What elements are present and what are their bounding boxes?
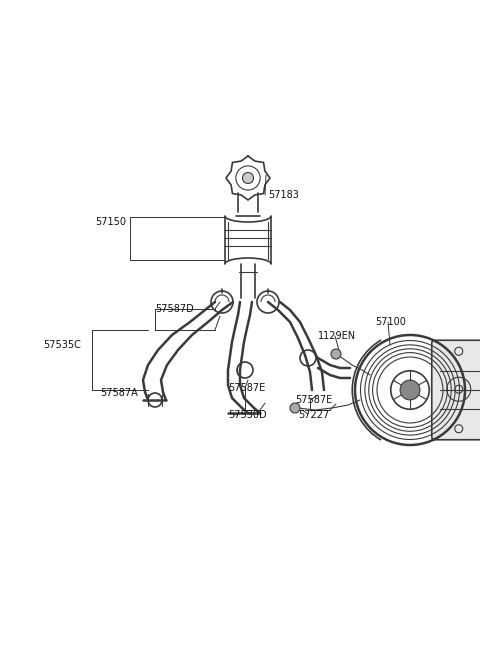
Circle shape xyxy=(331,349,341,359)
Text: 57100: 57100 xyxy=(375,317,406,327)
Text: 57150: 57150 xyxy=(95,217,126,227)
FancyBboxPatch shape xyxy=(432,340,480,440)
Text: 57227: 57227 xyxy=(298,410,329,420)
Circle shape xyxy=(290,403,300,413)
Text: 1129EN: 1129EN xyxy=(318,331,356,341)
Text: 57535C: 57535C xyxy=(43,340,81,350)
Text: 57587E: 57587E xyxy=(228,383,265,393)
Text: 57587D: 57587D xyxy=(155,304,194,314)
Text: 57530D: 57530D xyxy=(228,410,266,420)
Circle shape xyxy=(400,380,420,400)
Text: 57587A: 57587A xyxy=(100,388,138,398)
Text: 57183: 57183 xyxy=(268,190,299,200)
Text: 57587E: 57587E xyxy=(295,395,332,405)
Circle shape xyxy=(242,173,253,184)
